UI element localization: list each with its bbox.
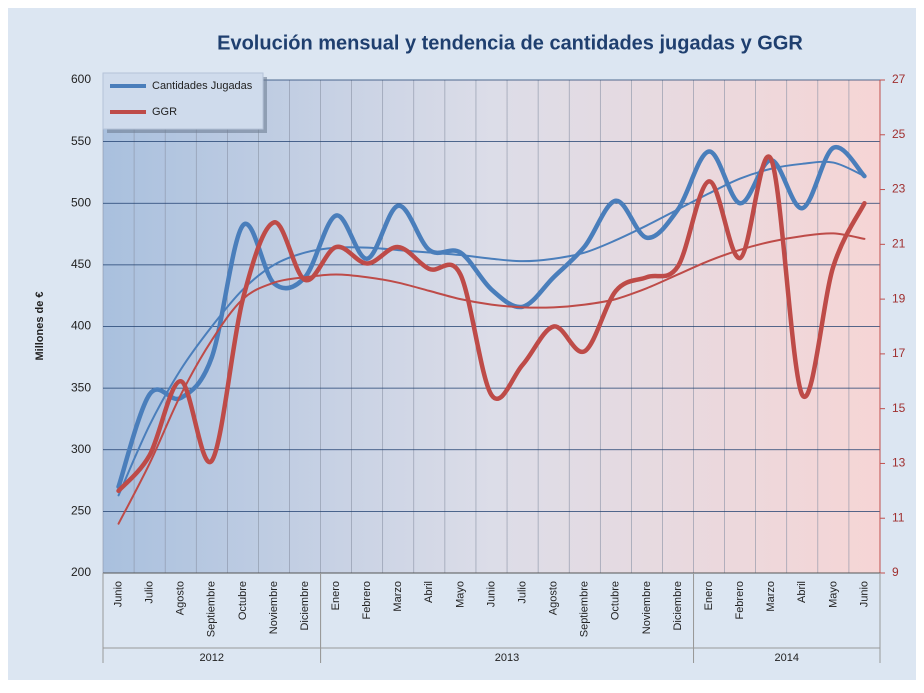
y2-tick-label: 17	[892, 346, 906, 360]
x-tick-label: Julio	[516, 581, 528, 604]
legend-label: GGR	[152, 106, 177, 118]
group-label: 2012	[200, 652, 224, 664]
y2-tick-label: 11	[892, 510, 905, 524]
x-tick-label: Agosto	[175, 581, 187, 615]
y-axis-label: Millones de €	[34, 291, 46, 360]
x-tick-label: Mayo	[827, 581, 839, 608]
y-tick-label: 200	[71, 565, 91, 579]
y-tick-label: 400	[71, 319, 91, 333]
y-tick-label: 350	[71, 380, 91, 394]
y2-tick-label: 13	[892, 456, 906, 470]
x-tick-label: Agosto	[548, 581, 560, 615]
y2-tick-label: 15	[892, 401, 906, 415]
x-tick-label: Enero	[330, 581, 342, 610]
x-tick-label: Diciembre	[672, 581, 684, 631]
legend: Cantidades Jugadas GGR	[102, 72, 267, 133]
x-tick-label: Marzo	[392, 581, 404, 612]
x-tick-label: Julio	[144, 581, 156, 604]
x-tick-label: Junio	[112, 581, 124, 607]
y2-tick-label: 9	[892, 565, 899, 579]
x-tick-label: Mayo	[454, 581, 466, 608]
y2-tick-label: 23	[892, 182, 906, 196]
chart-title: Evolución mensual y tendencia de cantida…	[217, 32, 803, 54]
x-tick-label: Septiembre	[579, 581, 591, 637]
legend-box	[102, 72, 264, 130]
x-tick-label: Marzo	[765, 581, 777, 612]
x-tick-label: Octubre	[610, 581, 622, 620]
y-tick-label: 550	[71, 134, 91, 148]
group-label: 2014	[775, 652, 799, 664]
y-tick-label: 500	[71, 195, 91, 209]
series-line	[116, 145, 867, 489]
x-tick-label: Abril	[423, 581, 435, 603]
trend-line	[117, 160, 866, 497]
y-tick-label: 250	[71, 504, 91, 518]
y2-tick-label: 19	[892, 291, 906, 305]
y2-tick-label: 27	[892, 72, 906, 86]
x-tick-label: Febrero	[734, 581, 746, 620]
group-label: 2013	[495, 652, 519, 664]
x-tick-label: Abril	[796, 581, 808, 603]
x-tick-label: Junio	[858, 581, 870, 607]
x-tick-label: Septiembre	[206, 581, 218, 637]
x-tick-label: Noviembre	[268, 581, 280, 634]
x-tick-label: Enero	[703, 581, 715, 610]
y-tick-label: 300	[71, 442, 91, 456]
legend-label: Cantidades Jugadas	[152, 80, 253, 92]
x-tick-label: Diciembre	[299, 581, 311, 631]
y2-tick-label: 21	[892, 237, 906, 251]
x-tick-label: Octubre	[237, 581, 249, 620]
x-tick-label: Junio	[485, 581, 497, 607]
x-tick-label: Noviembre	[641, 581, 653, 634]
y-tick-label: 450	[71, 257, 91, 271]
x-tick-label: Febrero	[361, 581, 373, 620]
y-tick-label: 600	[71, 72, 91, 86]
series-line	[116, 154, 867, 494]
y2-tick-label: 25	[892, 127, 906, 141]
